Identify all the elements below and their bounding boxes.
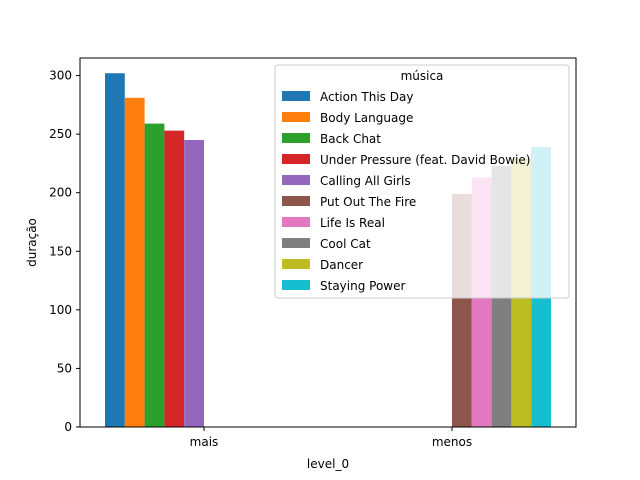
legend-label: Back Chat	[320, 132, 381, 146]
y-axis-ticks: 0 50 100 150 200 250 300	[49, 69, 80, 434]
y-tick-label: 200	[49, 186, 72, 200]
legend-label: Life Is Real	[320, 216, 385, 230]
x-axis-label: level_0	[307, 457, 349, 471]
legend-label: Body Language	[320, 111, 413, 125]
legend-items: Action This Day Body Language Back Chat Und…	[282, 90, 530, 293]
legend-swatch	[282, 196, 310, 206]
y-axis-label: duração	[25, 218, 39, 267]
bar-body-language-mais	[124, 97, 145, 427]
legend-frame	[274, 64, 570, 299]
y-tick-label: 100	[49, 303, 72, 317]
x-axis-ticks: mais menos	[190, 427, 472, 449]
legend-label: Cool Cat	[320, 237, 371, 251]
legend-swatch	[282, 238, 310, 248]
bar-action-this-day-mais	[105, 73, 125, 427]
y-tick-label: 50	[57, 361, 72, 375]
legend-swatch	[282, 259, 310, 269]
bar-calling-all-girls-mais	[184, 140, 204, 427]
x-tick-label-mais: mais	[190, 435, 219, 449]
legend-label: Calling All Girls	[320, 174, 411, 188]
y-tick-label: 250	[49, 127, 72, 141]
bar-under-pressure-feat-david-bowie-mais	[164, 130, 185, 427]
legend: música Action This Day Body Language Back …	[274, 64, 570, 299]
y-tick-label: 0	[64, 420, 72, 434]
legend-label: Under Pressure (feat. David Bowie)	[320, 153, 530, 167]
bar-back-chat-mais	[144, 123, 165, 427]
legend-title: música	[401, 69, 444, 83]
plot-frame	[79, 57, 577, 428]
legend-label: Staying Power	[320, 279, 405, 293]
legend-swatch	[282, 133, 310, 143]
y-tick-label: 150	[49, 244, 72, 258]
x-tick-label-menos: menos	[432, 435, 472, 449]
legend-label: Action This Day	[320, 90, 413, 104]
legend-swatch	[282, 280, 310, 290]
axes-layer: 0 50 100 150 200 250 300 mais menos level_0 dur…	[25, 57, 577, 471]
legend-label: Dancer	[320, 258, 363, 272]
legend-swatch	[282, 175, 310, 185]
y-tick-label: 300	[49, 69, 72, 83]
legend-swatch	[282, 154, 310, 164]
legend-swatch	[282, 217, 310, 227]
legend-swatch	[282, 112, 310, 122]
legend-label: Put Out The Fire	[320, 195, 416, 209]
legend-swatch	[282, 91, 310, 101]
